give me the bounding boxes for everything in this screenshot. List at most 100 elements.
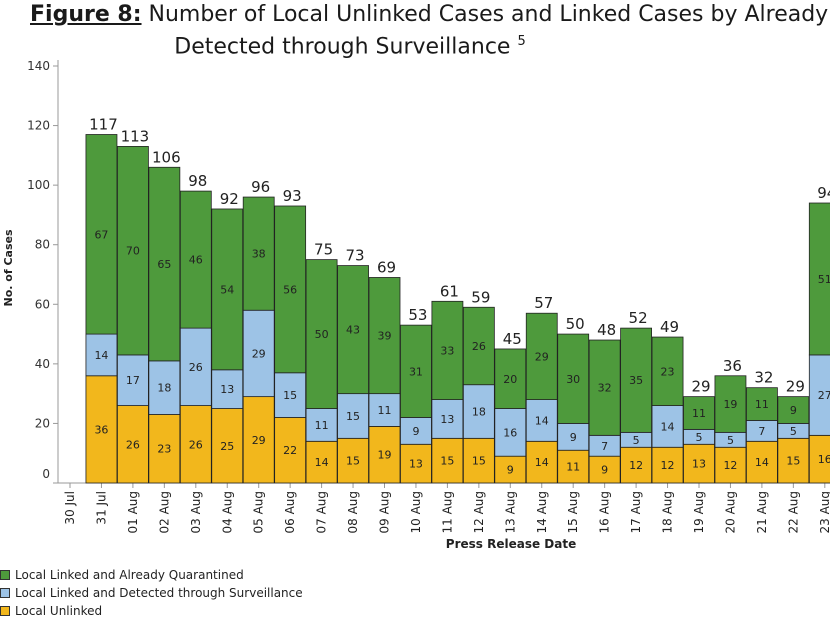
y-tick-label: 80: [35, 238, 50, 252]
total-label: 61: [440, 282, 459, 300]
legend-swatch: [0, 588, 10, 598]
chart-title: Figure 8: Number of Local Unlinked Cases…: [30, 2, 830, 59]
x-tick-label: 11 Aug: [440, 491, 454, 534]
segment-label: 26: [472, 340, 486, 353]
legend-label: Local Linked and Already Quarantined: [15, 568, 244, 582]
x-tick-label: 16 Aug: [598, 491, 612, 534]
x-tick-label: 05 Aug: [252, 491, 266, 534]
bar-segment: [808, 202, 830, 356]
bar-segment: [179, 190, 212, 329]
segment-label: 13: [409, 458, 423, 471]
title-text: Number of Local Unlinked Cases and Linke…: [148, 2, 830, 27]
bar-segment: [274, 417, 307, 484]
figure-label: Figure 8:: [30, 2, 142, 27]
total-label: 50: [566, 315, 585, 333]
segment-label: 30: [566, 373, 580, 386]
segment-label: 70: [126, 245, 140, 258]
bar-segment: [337, 265, 369, 395]
legend-item: Local Linked and Detected through Survei…: [0, 584, 303, 602]
y-axis-label: No. of Cases: [2, 229, 15, 306]
segment-label: 14: [315, 456, 329, 469]
bar-segment: [431, 437, 464, 484]
segment-label: 15: [283, 389, 297, 402]
total-label: 29: [786, 378, 805, 396]
segment-label: 29: [252, 347, 266, 360]
segment-label: 11: [315, 419, 329, 432]
y-tick-label: 100: [27, 178, 50, 192]
segment-label: 14: [535, 414, 549, 427]
y-tick-label: 40: [35, 357, 50, 371]
x-tick-label: 08 Aug: [346, 491, 360, 534]
segment-label: 39: [378, 330, 392, 343]
segment-label: 9: [412, 425, 419, 438]
segment-label: 67: [94, 228, 108, 241]
bar-segment: [305, 440, 338, 484]
bar-segment: [777, 437, 810, 484]
segment-label: 11: [378, 404, 392, 417]
segment-label: 14: [755, 456, 769, 469]
legend-item: Local Unlinked: [0, 602, 303, 620]
subtitle-text: Detected through Surveillance: [174, 34, 511, 60]
segment-label: 5: [790, 425, 797, 438]
segment-label: 36: [94, 423, 108, 436]
bar-segment: [651, 336, 684, 406]
bar-segment: [148, 414, 181, 484]
x-tick-label: 09 Aug: [378, 491, 392, 534]
bar-segment: [368, 426, 401, 484]
legend-label: Local Unlinked: [15, 604, 103, 618]
segment-label: 15: [472, 455, 486, 468]
segment-label: 20: [503, 373, 517, 386]
stacked-bar-chart: 0 20 40 60 80 100 120 140 30 Jul 31 Jul 01 Aug 02 A…: [2, 59, 830, 551]
bar-segment: [400, 417, 432, 445]
segment-label: 46: [189, 254, 203, 267]
segment-label: 38: [252, 248, 266, 261]
bar-segment: [557, 333, 590, 424]
segment-label: 14: [661, 420, 675, 433]
bar-segment: [683, 443, 715, 484]
segment-label: 13: [220, 383, 234, 396]
x-tick-label: 15 Aug: [566, 491, 580, 534]
y-tick-label: 120: [27, 119, 50, 133]
bar-segment: [620, 446, 652, 484]
bar-segment: [400, 443, 432, 484]
bar-segment: [242, 196, 275, 311]
segment-label: 13: [440, 413, 454, 426]
total-label: 45: [503, 330, 522, 348]
total-label: 93: [283, 187, 302, 205]
total-label: 52: [629, 309, 648, 327]
x-tick-label: 07 Aug: [315, 491, 329, 534]
bar-segment: [431, 300, 464, 400]
x-tick-label: 02 Aug: [157, 491, 171, 534]
legend: Local Linked and Already Quarantined Loca…: [0, 566, 303, 620]
segment-label: 5: [633, 434, 640, 447]
bar-segment: [368, 393, 401, 427]
segment-label: 15: [786, 455, 800, 468]
bar-segment: [242, 396, 275, 484]
segment-label: 5: [696, 431, 703, 444]
chart-subtitle: Detected through Surveillance 5: [30, 29, 670, 60]
x-axis-label: Press Release Date: [446, 537, 576, 551]
segment-label: 14: [94, 349, 108, 362]
segment-label: 19: [723, 398, 737, 411]
total-label: 113: [121, 127, 150, 145]
total-label: 98: [188, 172, 207, 190]
segment-label: 54: [220, 283, 234, 296]
segment-label: 15: [440, 455, 454, 468]
x-tick-label: 31 Jul: [94, 491, 108, 525]
segment-label: 7: [758, 425, 765, 438]
bar-segment: [85, 333, 118, 377]
bar-segment: [588, 455, 621, 484]
segment-label: 9: [507, 464, 514, 477]
x-tick-label: 10 Aug: [409, 491, 423, 534]
x-tick-label: 14 Aug: [535, 491, 549, 534]
bar-segment: [148, 166, 181, 362]
segment-label: 9: [570, 431, 577, 444]
bar-segment: [683, 396, 715, 430]
bar-segment: [746, 387, 778, 421]
segment-label: 16: [503, 426, 517, 439]
segment-label: 12: [723, 459, 737, 472]
bar-segment: [557, 449, 590, 484]
segment-label: 65: [157, 258, 171, 271]
bar-segment: [148, 360, 181, 415]
total-label: 69: [377, 258, 396, 276]
